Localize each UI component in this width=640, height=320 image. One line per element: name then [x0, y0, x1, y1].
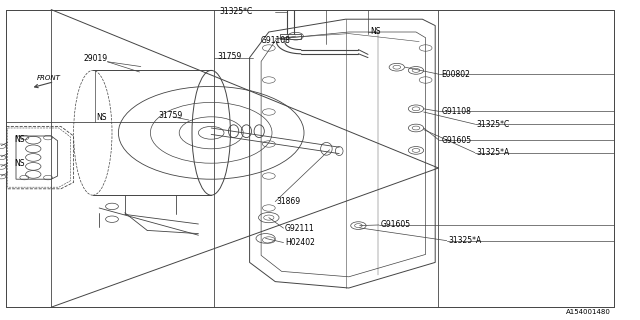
Text: G91605: G91605	[381, 220, 411, 229]
Text: 31325*A: 31325*A	[477, 148, 510, 157]
Text: H02402: H02402	[285, 238, 315, 247]
Text: G91108: G91108	[442, 107, 472, 116]
Text: G91605: G91605	[442, 136, 472, 145]
Text: 29019: 29019	[83, 54, 108, 63]
Text: 31869: 31869	[276, 197, 301, 206]
Text: 31325*C: 31325*C	[477, 120, 510, 129]
Text: NS: NS	[14, 159, 24, 168]
Text: 31325*C: 31325*C	[220, 7, 253, 16]
Text: 31759: 31759	[159, 111, 183, 120]
Text: NS: NS	[14, 135, 24, 144]
Text: 31325*A: 31325*A	[448, 236, 481, 245]
Text: NS: NS	[370, 27, 380, 36]
Text: FRONT: FRONT	[37, 75, 61, 81]
Text: A154001480: A154001480	[566, 309, 611, 315]
Text: G91108: G91108	[261, 36, 291, 44]
Text: 31759: 31759	[218, 52, 242, 60]
Text: E00802: E00802	[442, 70, 470, 79]
Text: G92111: G92111	[285, 224, 314, 233]
Text: NS: NS	[96, 113, 106, 122]
